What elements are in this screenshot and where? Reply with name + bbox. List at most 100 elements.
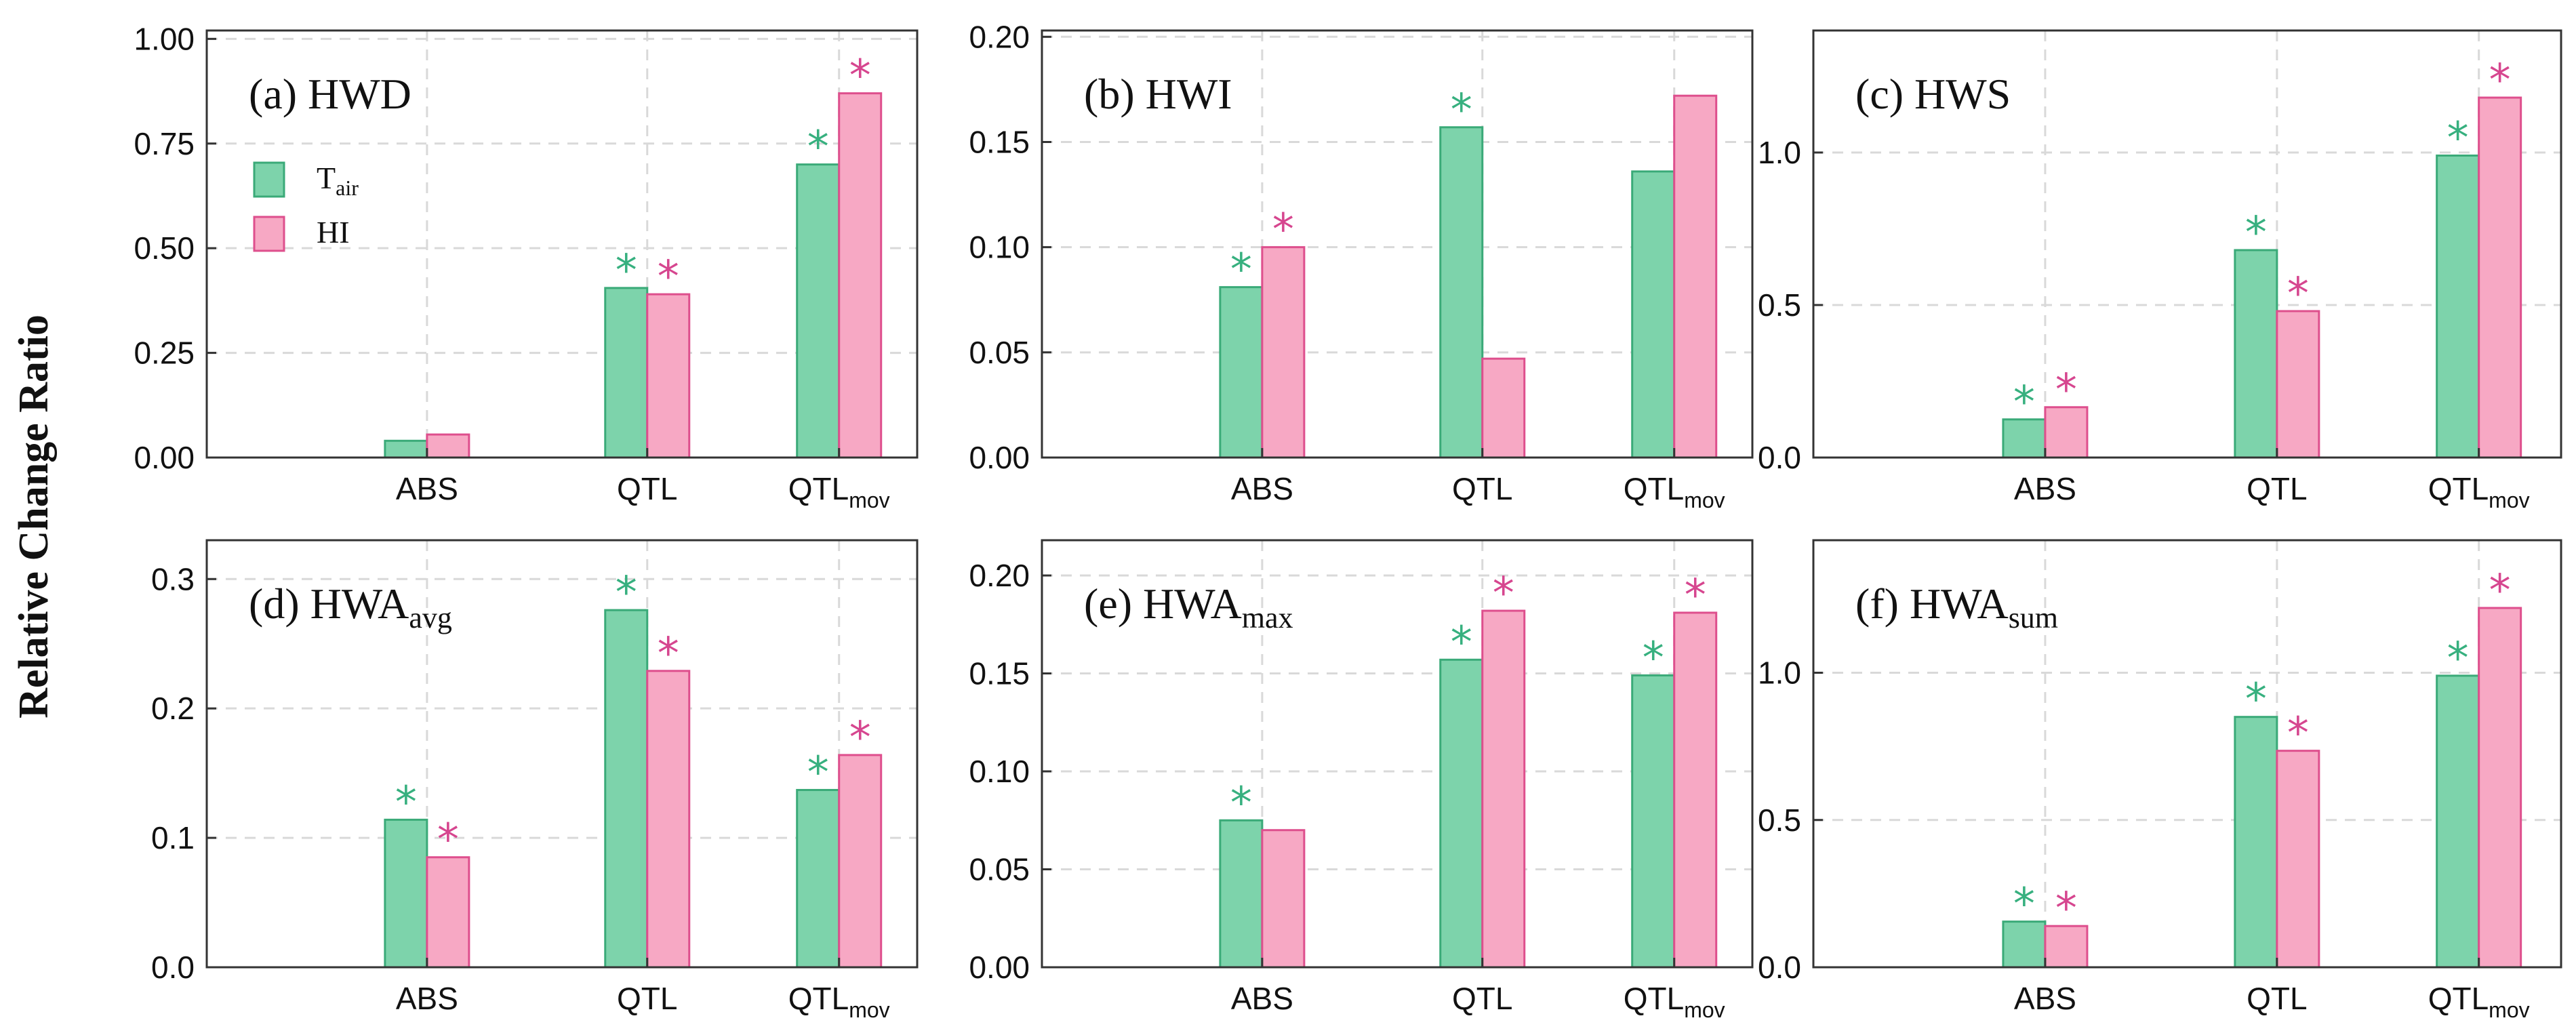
y-tick-label: 0.5 — [1758, 803, 1801, 838]
y-tick-label: 0.00 — [969, 440, 1030, 475]
panels-container: 0.000.250.500.751.00****ABS QTL QTLmov(a) … — [134, 19, 2562, 1022]
x-tick-label: QTL — [617, 471, 677, 506]
panel-c: 0.00.51.0******ABS QTL QTLmov(c) HWS — [1758, 29, 2562, 512]
bar-hi-2 — [1673, 94, 1718, 459]
significance-star: * — [849, 713, 871, 763]
bar-hi-0 — [426, 433, 470, 459]
y-tick-label: 0.25 — [134, 336, 195, 371]
panel-frame — [1812, 29, 2562, 459]
x-tick-label-main: QTL — [617, 981, 677, 1016]
x-tick-label: ABS — [1231, 981, 1293, 1016]
legend-label: Tair — [317, 161, 359, 200]
panel-title: (f) HWAsum — [1855, 580, 2058, 634]
significance-star: * — [2447, 634, 2469, 684]
x-tick-label-subscript: mov — [2489, 998, 2529, 1022]
bar-tair-1 — [1439, 658, 1484, 969]
y-tick-label: 0.3 — [151, 561, 195, 596]
significance-star: * — [2013, 880, 2035, 930]
x-tick-label-subscript: mov — [2489, 488, 2529, 512]
bar-hi-0 — [426, 856, 470, 969]
x-tick-label-main: QTL — [788, 471, 849, 506]
x-tick-label-main: ABS — [396, 471, 458, 506]
y-tick-label: 0.05 — [969, 852, 1030, 887]
significance-star: * — [1493, 569, 1514, 619]
x-tick-label: QTL — [2247, 981, 2307, 1016]
y-tick-label: 0.0 — [151, 950, 195, 985]
significance-star: * — [2489, 56, 2511, 106]
y-tick-label: 0.05 — [969, 335, 1030, 370]
significance-star: * — [395, 777, 417, 828]
x-tick-label: QTLmov — [2428, 981, 2530, 1022]
panel-frame — [1041, 539, 1754, 969]
y-tick-label: 0.00 — [134, 440, 195, 475]
x-tick-label-main: QTL — [1624, 981, 1684, 1016]
panel-title: (c) HWS — [1855, 70, 2011, 118]
y-tick-label: 1.0 — [1758, 135, 1801, 170]
x-tick-label-main: ABS — [2014, 471, 2076, 506]
bar-tair-2 — [1631, 170, 1676, 459]
x-tick-label: ABS — [1231, 471, 1293, 506]
x-tick-label-main: QTL — [1624, 471, 1684, 506]
significance-star: * — [2055, 884, 2077, 934]
legend-label-subscript: air — [336, 176, 359, 200]
y-tick-label: 1.0 — [1758, 655, 1801, 691]
panel-title: (b) HWI — [1084, 70, 1232, 118]
bar-hi-2 — [2478, 96, 2522, 459]
bar-hi-0 — [1261, 829, 1306, 969]
panel-title-subscript: sum — [2009, 601, 2058, 634]
significance-star: * — [2489, 566, 2511, 616]
bar-hi-2 — [838, 754, 883, 969]
y-tick-label: 0.75 — [134, 126, 195, 161]
legend-label-main: HI — [317, 215, 350, 249]
significance-star: * — [658, 252, 679, 302]
x-tick-label-main: ABS — [1231, 981, 1293, 1016]
bar-tair-2 — [796, 788, 841, 969]
y-tick-label: 0.10 — [969, 230, 1030, 265]
bar-tair-2 — [2436, 155, 2480, 459]
y-tick-label: 0.2 — [151, 691, 195, 726]
x-tick-label: QTLmov — [788, 471, 890, 512]
significance-star: * — [2055, 365, 2077, 416]
bar-tair-2 — [796, 163, 841, 459]
panel-f: 0.00.51.0******ABS QTL QTLmov(f) HWAsum — [1758, 539, 2562, 1022]
panel-title-main: (d) HWA — [249, 580, 409, 628]
bar-tair-1 — [604, 609, 649, 969]
x-tick-label: QTLmov — [788, 981, 890, 1022]
bar-tair-0 — [384, 439, 428, 459]
panel-title-main: (b) HWI — [1084, 70, 1232, 118]
x-tick-label-subscript: mov — [1684, 998, 1725, 1022]
significance-star: * — [437, 815, 459, 866]
significance-star: * — [1272, 205, 1294, 256]
significance-star: * — [1685, 571, 1706, 621]
y-tick-label: 0.5 — [1758, 287, 1801, 323]
significance-star: * — [616, 568, 637, 618]
x-tick-label-main: QTL — [2247, 471, 2307, 506]
bar-hi-1 — [2276, 750, 2320, 969]
y-tick-label: 1.00 — [134, 21, 195, 56]
panel-title-main: (a) HWD — [249, 70, 411, 118]
bar-hi-0 — [1261, 246, 1306, 459]
y-tick-label: 0.20 — [969, 19, 1030, 54]
x-tick-label-main: QTL — [2247, 981, 2307, 1016]
bar-hi-1 — [646, 293, 691, 459]
y-tick-label: 0.15 — [969, 124, 1030, 159]
panel-frame — [1812, 539, 2562, 969]
y-tick-label: 0.0 — [1758, 950, 1801, 985]
x-tick-label-main: QTL — [788, 981, 849, 1016]
significance-star: * — [807, 123, 829, 173]
panel-title-subscript: max — [1242, 601, 1293, 634]
y-tick-label: 0.10 — [969, 754, 1030, 789]
legend-label: HI — [317, 215, 350, 249]
significance-star: * — [807, 748, 829, 798]
bar-tair-0 — [1219, 286, 1264, 459]
bar-tair-2 — [1631, 674, 1676, 969]
panel-title: (a) HWD — [249, 70, 411, 118]
x-tick-label: QTLmov — [1624, 981, 1725, 1022]
x-tick-label-main: ABS — [2014, 981, 2076, 1016]
bar-tair-1 — [1439, 126, 1484, 459]
significance-star: * — [2013, 378, 2035, 428]
x-tick-label-subscript: mov — [849, 998, 889, 1022]
y-axis-title: Relative Change Ratio — [11, 315, 57, 718]
panel-d: 0.00.10.20.3******ABS QTL QTLmov(d) HWAavg — [151, 539, 919, 1022]
